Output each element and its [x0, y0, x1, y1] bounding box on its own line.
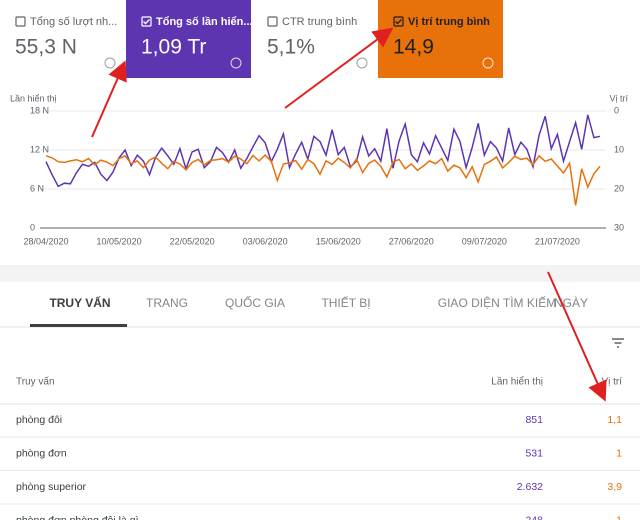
checkbox — [15, 16, 26, 27]
y-tick-label: 6 N — [30, 183, 44, 193]
series-line — [45, 154, 601, 206]
card-value: 1,09 Tr — [141, 36, 206, 59]
tab[interactable]: GIAO DIỆN TÌM KIẾM — [438, 295, 556, 310]
table-cell: 1 — [616, 447, 622, 459]
x-tick-label: 22/05/2020 — [170, 236, 215, 246]
tab[interactable]: THIẾT BỊ — [321, 295, 370, 310]
x-tick-label: 15/06/2020 — [316, 236, 361, 246]
card-label: Vị trí trung bình — [408, 16, 490, 28]
table-cell: 1,1 — [607, 414, 622, 426]
y-tick-label: 12 N — [30, 144, 49, 154]
x-tick-label: 21/07/2020 — [535, 236, 580, 246]
card-value: 55,3 N — [15, 36, 77, 59]
arrow — [547, 271, 607, 402]
x-tick-label: 03/06/2020 — [243, 236, 288, 246]
help-icon — [230, 57, 242, 69]
card-label: CTR trung bình — [282, 16, 357, 28]
checkbox — [141, 16, 152, 27]
checkbox — [393, 16, 404, 27]
card-label: Tổng số lần hiển... — [156, 16, 253, 28]
table-cell: 3,9 — [607, 481, 622, 493]
tab[interactable]: TRANG — [146, 296, 188, 310]
column-header[interactable]: Truy vấn — [16, 376, 55, 388]
y-tick-label: 0 — [30, 222, 35, 232]
card-label: Tổng số lượt nh... — [30, 16, 117, 28]
x-tick-label: 10/05/2020 — [97, 236, 142, 246]
metric-card[interactable] — [0, 0, 125, 78]
table-cell: phòng đơn — [16, 447, 67, 459]
table-cell: 248 — [525, 514, 543, 520]
arrow — [284, 27, 394, 109]
metric-card[interactable] — [378, 0, 503, 78]
tab-indicator — [30, 324, 127, 327]
table-cell: phòng superior — [16, 481, 87, 493]
tab[interactable]: QUỐC GIA — [225, 295, 285, 310]
card-value: 5,1% — [267, 36, 315, 59]
table-panel — [0, 282, 640, 520]
table-cell: 851 — [525, 414, 543, 426]
column-header[interactable]: Lần hiển thị — [491, 376, 543, 388]
table-cell: 1 — [616, 514, 622, 520]
check-mark — [143, 19, 150, 25]
card-value: 14,9 — [393, 36, 434, 59]
y-axis-title: Lần hiển thị — [10, 93, 57, 103]
tab[interactable]: TRUY VẤN — [49, 295, 110, 310]
filter-icon[interactable] — [612, 338, 624, 348]
table-cell: 531 — [525, 447, 543, 459]
arrow — [91, 60, 127, 138]
x-tick-label: 09/07/2020 — [462, 236, 507, 246]
help-icon — [482, 57, 494, 69]
metric-card[interactable] — [252, 0, 377, 78]
table-cell: 2.632 — [517, 481, 543, 493]
help-icon — [356, 57, 368, 69]
y2-tick-label: 10 — [614, 144, 624, 154]
table-cell: phòng đơn phòng đôi là gì — [16, 514, 139, 520]
series-line — [45, 114, 601, 188]
y2-tick-label: 20 — [614, 183, 624, 193]
y2-tick-label: 30 — [614, 222, 624, 232]
table-cell: phòng đôi — [16, 414, 62, 426]
x-tick-label: 27/06/2020 — [389, 236, 434, 246]
y2-tick-label: 0 — [614, 105, 619, 115]
check-mark — [395, 19, 402, 25]
y-tick-label: 18 N — [30, 105, 49, 115]
column-header[interactable]: Vị trí — [601, 377, 622, 388]
x-tick-label: 28/04/2020 — [23, 236, 68, 246]
metric-card[interactable] — [126, 0, 251, 78]
y2-axis-title: Vị trí — [609, 93, 628, 103]
checkbox — [267, 16, 278, 27]
